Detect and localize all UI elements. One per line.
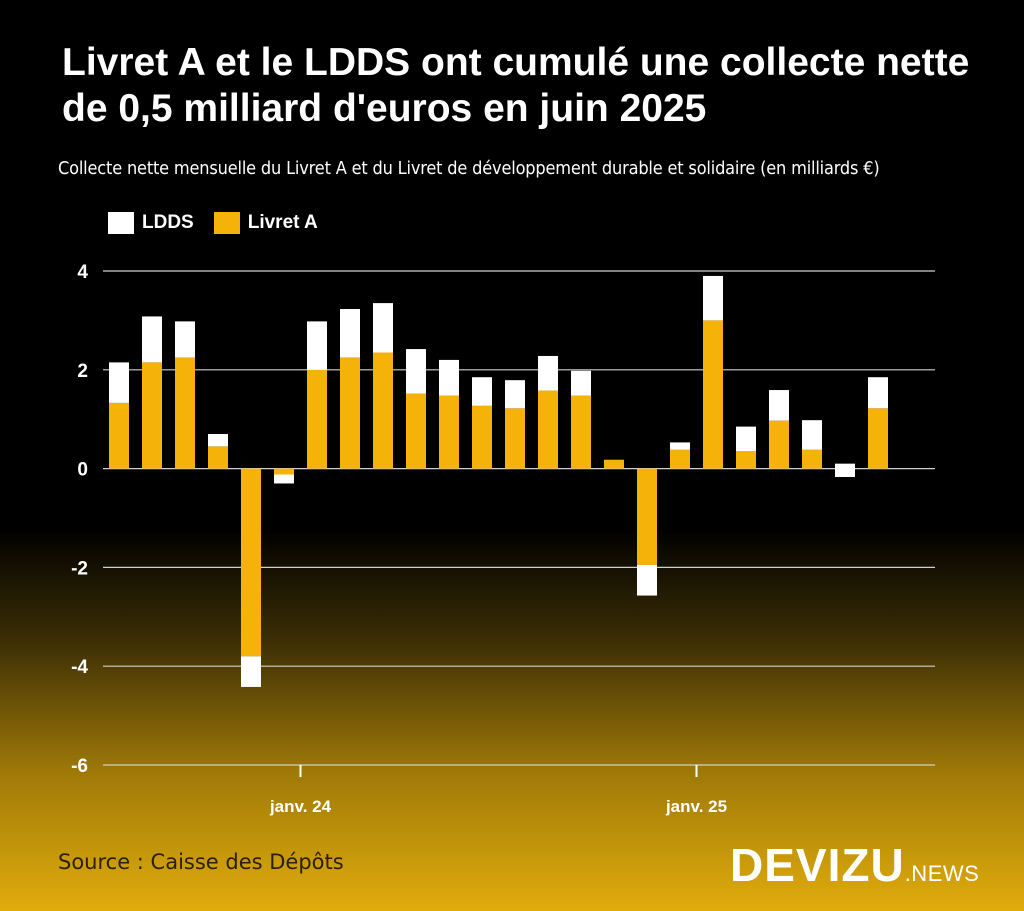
bar-livret-a (373, 352, 393, 469)
bar-ldds (307, 321, 327, 370)
bar-livret-a (604, 459, 624, 469)
bar-livret-a (241, 468, 261, 657)
bar-ldds (109, 362, 129, 403)
bar-livret-a (736, 451, 756, 469)
y-tick-label: 2 (77, 361, 88, 382)
legend-label-ldds: LDDS (142, 212, 194, 233)
bar-livret-a (472, 405, 492, 469)
legend-item-livret-a: Livret A (213, 212, 318, 234)
y-tick-label: -6 (71, 756, 88, 777)
bar-livret-a (109, 402, 129, 469)
bar-ldds (538, 355, 558, 391)
bar-livret-a (142, 362, 162, 469)
legend-swatch-ldds (108, 212, 134, 234)
legend-label-livret-a: Livret A (247, 212, 318, 233)
bar-livret-a (505, 408, 525, 469)
bar-ldds (505, 380, 525, 409)
bar-livret-a (802, 449, 822, 469)
bar-ldds (340, 309, 360, 358)
bar-ldds (472, 377, 492, 406)
bar-livret-a (175, 357, 195, 469)
y-tick-label: -2 (71, 558, 88, 579)
bar-livret-a (439, 395, 459, 469)
bar-ldds (274, 474, 294, 484)
bar-livret-a (769, 420, 789, 469)
legend-swatch-livret-a (213, 212, 240, 234)
brand-logo: DEVIZU.NEWS (730, 838, 979, 892)
y-tick-label: 4 (77, 262, 88, 283)
source-note: Source : Caisse des Dépôts (58, 850, 344, 874)
legend: LDDS Livret A (108, 212, 318, 234)
x-tick-label: janv. 25 (665, 797, 727, 816)
bar-ldds (208, 434, 228, 447)
bar-livret-a (340, 357, 360, 469)
bar-livret-a (637, 468, 657, 565)
bar-ldds (241, 656, 261, 687)
x-tick-label: janv. 24 (269, 797, 332, 816)
chart-title: Livret A et le LDDS ont cumulé une colle… (62, 41, 970, 130)
brand-main: DEVIZU (730, 839, 905, 891)
bar-livret-a (868, 408, 888, 469)
bar-ldds (670, 442, 690, 450)
bar-livret-a (703, 320, 723, 469)
bar-ldds (637, 564, 657, 596)
bar-ldds (571, 370, 591, 396)
y-tick-label: -4 (71, 657, 88, 678)
bar-ldds (406, 349, 426, 394)
bar-ldds (769, 390, 789, 421)
bar-ldds (373, 303, 393, 353)
brand-sub: .NEWS (904, 861, 980, 886)
bar-livret-a (406, 393, 426, 469)
bar-ldds (703, 275, 723, 321)
bar-livret-a (670, 449, 690, 469)
chart-subtitle: Collecte nette mensuelle du Livret A et … (58, 158, 880, 179)
y-tick-label: 0 (77, 460, 88, 481)
bar-ldds (439, 359, 459, 396)
bar-ldds (142, 316, 162, 363)
bar-ldds (736, 426, 756, 452)
bar-ldds (175, 321, 195, 358)
bar-ldds (868, 377, 888, 409)
bar-livret-a (538, 390, 558, 469)
legend-item-ldds: LDDS (108, 212, 194, 234)
bar-ldds (835, 463, 855, 477)
bar-livret-a (307, 369, 327, 469)
bar-livret-a (208, 446, 228, 469)
bar-ldds (802, 420, 822, 450)
bar-livret-a (571, 395, 591, 469)
